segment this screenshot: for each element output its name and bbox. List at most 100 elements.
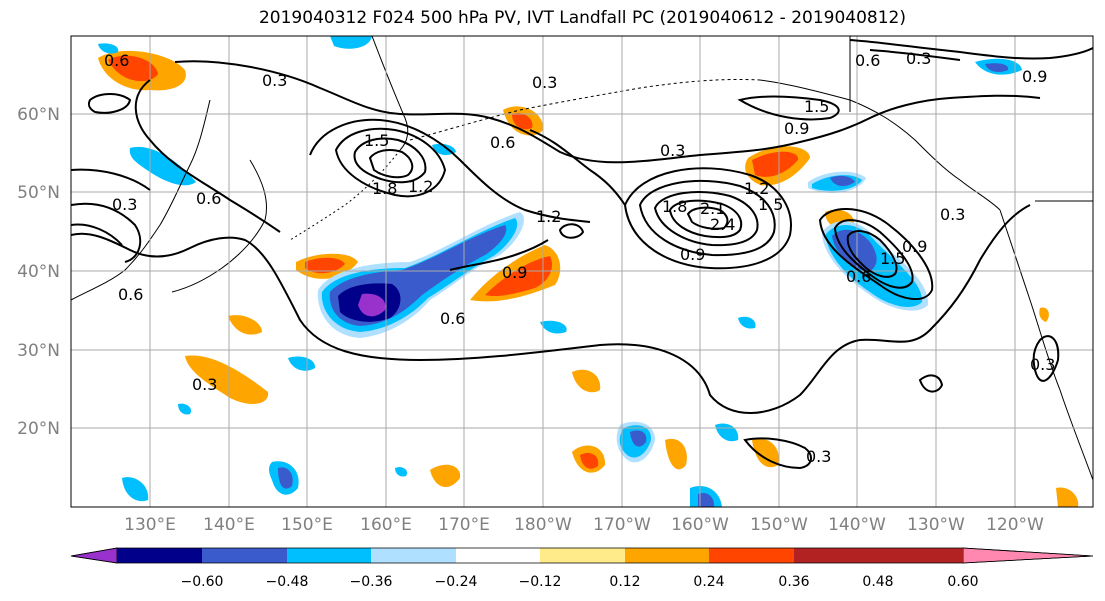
contour-line	[686, 206, 729, 230]
contour-label: 1.5	[804, 97, 829, 116]
pv-anomaly-orange	[1039, 307, 1049, 322]
contour-line	[529, 129, 626, 206]
contour-line	[869, 49, 961, 61]
pv-anomaly-orange	[665, 438, 687, 470]
contour-line	[638, 179, 776, 257]
contour-label: 0.3	[660, 141, 685, 160]
contour-label: 0.6	[104, 51, 129, 70]
contour-label: 0.3	[262, 71, 287, 90]
contour-line	[134, 79, 281, 233]
pv-anomaly-red	[485, 256, 553, 297]
contour-label: 1.2	[744, 179, 769, 198]
colorbar-outline	[70, 547, 1094, 564]
contour-line	[918, 374, 944, 393]
contour-label: 0.9	[784, 119, 809, 138]
pv-anomaly-cyan	[122, 477, 149, 502]
contour-line	[353, 137, 427, 184]
lon-label: 130°E	[124, 515, 176, 535]
longitude-labels: 130°E 140°E 150°E 160°E 170°E 180°W 170°…	[124, 515, 1044, 535]
pv-anomaly-cyan	[540, 320, 567, 334]
lon-label: 140°W	[828, 515, 886, 535]
contour-label: 0.3	[192, 375, 217, 394]
contour-label: 0.3	[906, 49, 931, 68]
pv-anomaly-orange	[228, 315, 262, 335]
colorbar-segment	[540, 548, 625, 563]
contour-label: 0.6	[196, 189, 221, 208]
contour-label: 1.2	[408, 177, 433, 196]
pv-anomaly-cyan	[178, 403, 192, 415]
contour-label: 0.3	[1030, 355, 1055, 374]
pv-anomaly-cyan	[395, 467, 408, 477]
pv-anomaly-orange	[1056, 487, 1079, 507]
lon-label: 150°W	[750, 515, 808, 535]
pv-anomaly-blue	[278, 467, 293, 489]
pv-anomaly-red	[580, 453, 599, 469]
contour-label-group: 0.6 0.3 0.3 0.6 1.5 1.8 1.2 0.6 0.3 1.5 …	[104, 49, 1055, 466]
pv-anomaly-orange	[430, 464, 461, 488]
pv-anomaly-orange	[572, 369, 601, 393]
map-frame	[70, 35, 1094, 508]
contour-label: 1.8	[372, 179, 397, 198]
pv-anomaly-cyan	[432, 143, 456, 156]
pv-anomaly-blue	[985, 63, 1009, 72]
contour-line	[743, 437, 812, 470]
lon-label: 160°W	[671, 515, 729, 535]
colorbar-segment	[878, 548, 963, 563]
contour-label: 0.9	[680, 245, 705, 264]
contour-line	[71, 168, 151, 191]
contour-line	[668, 199, 743, 239]
colorbar-label: −0.24	[435, 574, 478, 590]
contour-line	[71, 223, 123, 246]
lon-label: 160°E	[360, 515, 412, 535]
lon-label: 170°E	[438, 515, 490, 535]
map-title: 2019040312 F024 500 hPa PV, IVT Landfall…	[258, 8, 906, 28]
contour-line	[334, 127, 447, 198]
contour-label: 0.3	[112, 195, 137, 214]
contour-line	[87, 93, 132, 114]
contour-line	[174, 60, 1041, 164]
colorbar-segment	[709, 548, 794, 563]
japan-coast	[171, 159, 268, 293]
alaska-coast	[759, 79, 1001, 211]
contour-label: 1.2	[536, 207, 561, 226]
colorbar-segment	[625, 548, 709, 563]
contour-label: 2.1	[700, 199, 725, 218]
contour-label: 0.9	[902, 237, 927, 256]
pv-anomaly-red	[108, 55, 158, 82]
ivt-contours	[71, 39, 1093, 470]
colorbar-label: 0.48	[862, 574, 893, 590]
contour-line	[449, 239, 549, 271]
lon-label: 170°W	[593, 515, 651, 535]
pv-anomaly-blue	[698, 492, 715, 507]
asia-coast	[71, 99, 211, 301]
aleutian-islands	[409, 78, 761, 141]
colorbar-label: 0.60	[947, 574, 978, 590]
contour-label: 0.3	[532, 73, 557, 92]
lat-label: 30°N	[17, 341, 60, 361]
lon-label: 180°W	[514, 515, 572, 535]
contour-label: 0.6	[440, 309, 465, 328]
colorbar-label: −0.36	[350, 574, 393, 590]
contour-label: 0.6	[118, 285, 143, 304]
contour-label: 1.5	[758, 195, 783, 214]
colorbar-segment	[794, 548, 878, 563]
contour-line	[737, 95, 840, 121]
contour-label: 0.9	[1022, 67, 1047, 86]
contour-label: 2.4	[710, 215, 735, 234]
contour-label: 0.6	[846, 267, 871, 286]
pv-anomaly-orange	[185, 355, 269, 404]
contour-line	[818, 208, 934, 301]
colorbar-segment	[117, 548, 202, 563]
contour-line	[309, 118, 591, 223]
pv-anomaly-cyan	[330, 36, 372, 49]
kamchatka-coast	[371, 36, 409, 151]
graticule	[71, 36, 1093, 507]
contour-line	[1032, 335, 1060, 382]
contour-line	[368, 149, 414, 179]
pv-anomaly-red	[512, 112, 533, 130]
colorbar-segment	[202, 548, 287, 563]
pv-anomaly-red	[305, 257, 345, 274]
contour-line	[653, 191, 759, 247]
colorbar-segment	[371, 548, 456, 563]
lat-label: 40°N	[17, 262, 60, 282]
